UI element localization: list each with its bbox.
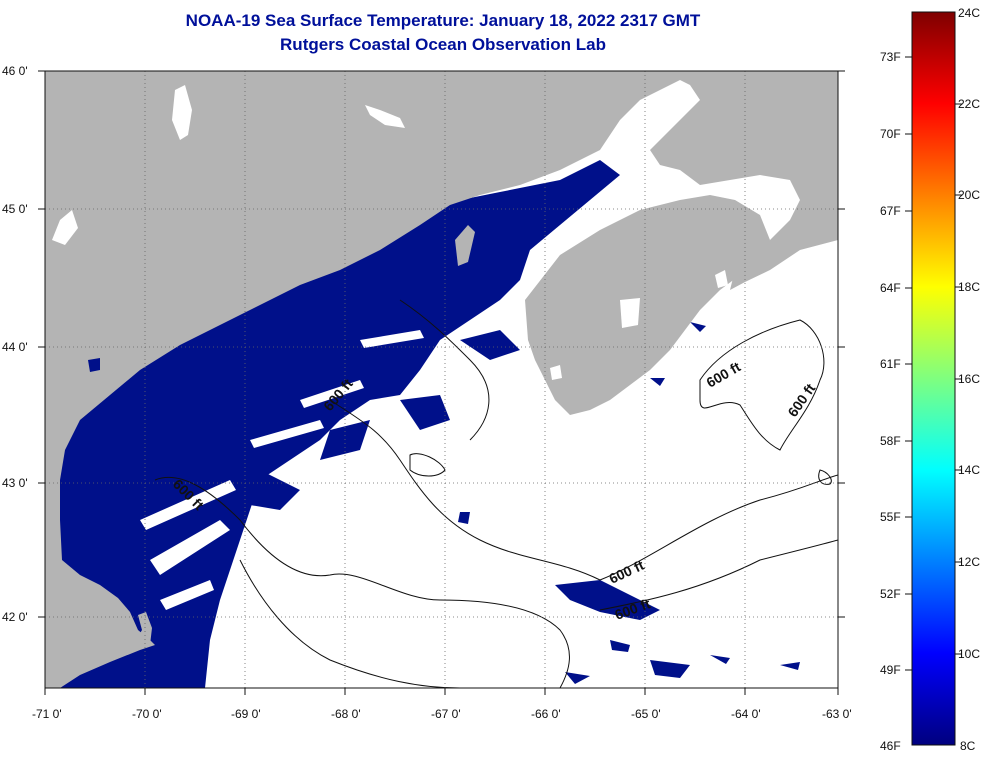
f-label: 64F	[880, 281, 901, 295]
c-label: 16C	[958, 372, 980, 386]
lat-label: 44 0'	[2, 340, 28, 354]
inland-lakes	[52, 85, 728, 380]
f-label: 73F	[880, 50, 901, 64]
lon-label: -71 0'	[32, 707, 62, 721]
c-label: 14C	[958, 463, 980, 477]
grand-manan-island	[455, 225, 475, 266]
lat-label: 43 0'	[2, 476, 28, 490]
map-frame	[44, 70, 839, 689]
lon-label: -68 0'	[331, 707, 361, 721]
depth-contours	[154, 299, 838, 688]
longitude-labels: -71 0' -70 0' -69 0' -68 0' -67 0' -66 0…	[32, 707, 852, 721]
f-label: 58F	[880, 434, 901, 448]
colorbar-scale	[911, 11, 956, 746]
lat-label: 45 0'	[2, 202, 28, 216]
c-label: 24C	[958, 6, 980, 20]
c-label: 20C	[958, 188, 980, 202]
c-label: 18C	[958, 280, 980, 294]
canada-land-north	[640, 71, 838, 290]
cold-water-patches	[240, 322, 800, 684]
f-label: 49F	[880, 663, 901, 677]
lon-label: -69 0'	[231, 707, 261, 721]
f-label: 61F	[880, 357, 901, 371]
map-title: NOAA-19 Sea Surface Temperature: January…	[185, 11, 701, 30]
graticule	[45, 71, 838, 688]
lon-label: -64 0'	[731, 707, 761, 721]
c-label: 10C	[958, 647, 980, 661]
lake-patch	[88, 358, 100, 372]
lon-label: -67 0'	[431, 707, 461, 721]
lon-label: -70 0'	[132, 707, 162, 721]
lon-label: -63 0'	[822, 707, 852, 721]
axis-ticks	[38, 70, 845, 695]
f-label: 55F	[880, 510, 901, 524]
cape-cod-land	[136, 612, 152, 648]
c-label: 8C	[960, 739, 976, 753]
f-label: 70F	[880, 127, 901, 141]
colorbar-fahrenheit-labels: 73F 70F 67F 64F 61F 58F 55F 52F 49F 46F	[880, 50, 901, 753]
lat-label: 42 0'	[2, 610, 28, 624]
lat-label: 46 0'	[2, 64, 28, 78]
lon-label: -65 0'	[631, 707, 661, 721]
new-england-land	[45, 71, 640, 688]
lon-label: -66 0'	[531, 707, 561, 721]
c-label: 12C	[958, 555, 980, 569]
colorbar-ticks	[905, 56, 962, 671]
colorbar-celsius-labels: 24C 22C 20C 18C 16C 14C 12C 10C 8C	[958, 6, 980, 753]
latitude-labels: 46 0' 45 0' 44 0' 43 0' 42 0'	[2, 64, 28, 624]
f-label: 67F	[880, 204, 901, 218]
c-label: 22C	[958, 97, 980, 111]
map-subtitle: Rutgers Coastal Ocean Observation Lab	[280, 35, 606, 54]
nova-scotia-land	[525, 195, 770, 415]
f-label: 46F	[880, 739, 901, 753]
f-label: 52F	[880, 587, 901, 601]
cloud-streaks	[140, 330, 424, 610]
